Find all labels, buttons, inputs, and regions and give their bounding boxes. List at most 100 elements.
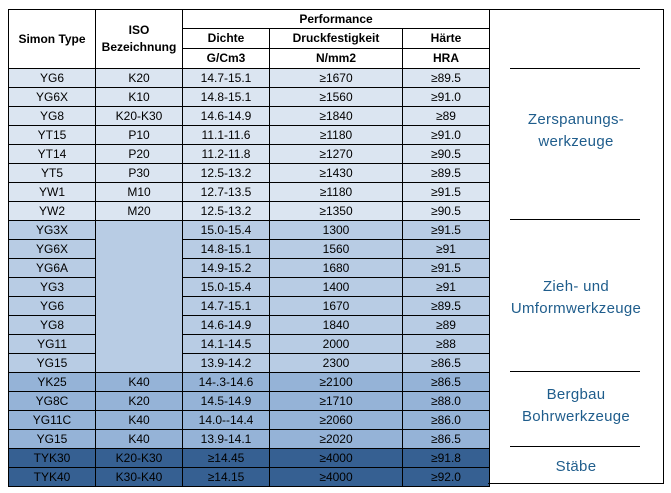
table-row: YG15 13.9-14.2 2300 ≥86.5: [8, 353, 491, 373]
table-row: TYK40 K30-K40 ≥14.15 ≥4000 ≥92.0: [8, 467, 491, 487]
cell-density: 14.8-15.1: [182, 87, 270, 107]
cell-density: 14.6-14.9: [182, 315, 270, 335]
cell-compressive-strength: 1670: [269, 296, 403, 316]
cell-density: ≥14.15: [182, 467, 270, 487]
cell-density: 14.7-15.1: [182, 296, 270, 316]
cell-density: 14.5-14.9: [182, 391, 270, 411]
cell-simon-type: YG3X: [8, 220, 96, 240]
cell-compressive-strength: 1680: [269, 258, 403, 278]
table-row: YG6 14.7-15.1 1670 ≥89.5: [8, 296, 491, 316]
application-cutting-tools: Zerspanungs- werkzeuge: [488, 109, 664, 153]
table-body: YG6 K20 14.7-15.1 ≥1670 ≥89.5 YG6X K10 14.8-15.…: [8, 68, 491, 487]
application-mining-line2: Bohrwerkzeuge: [521, 408, 631, 425]
table-row: YT15 P10 11.1-11.6 ≥1180 ≥91.0: [8, 125, 491, 145]
header-compressive-strength: Druckfestigkeit: [269, 28, 403, 49]
cell-simon-type: YT14: [8, 144, 96, 164]
application-drawing-line2: Umformwerkzeuge: [510, 300, 642, 317]
cell-iso-designation: P30: [95, 163, 183, 183]
cell-hardness: ≥86.5: [401, 372, 491, 392]
table-row: YG3X 15.0-15.4 1300 ≥91.5: [8, 220, 491, 373]
separator-line: [510, 371, 640, 372]
cell-simon-type: YT5: [8, 163, 96, 183]
cell-hardness: ≥89: [401, 315, 491, 335]
cell-density: 14.8-15.1: [182, 239, 270, 259]
cell-compressive-strength: ≥1670: [269, 68, 403, 88]
header-iso-line1: ISO: [128, 23, 150, 37]
cell-simon-type: YG6A: [8, 258, 96, 278]
cell-simon-type: YG11C: [8, 410, 96, 430]
cell-density: 13.9-14.2: [182, 353, 270, 373]
table-row: YW2 M20 12.5-13.2 ≥1350 ≥90.5: [8, 201, 491, 221]
cell-hardness: ≥92.0: [401, 467, 491, 487]
cell-simon-type: YW1: [8, 182, 96, 202]
cell-hardness: ≥89: [401, 106, 491, 126]
header-performance: Performance: [181, 9, 491, 29]
table-row: TYK30 K20-K30 ≥14.45 ≥4000 ≥91.8: [8, 448, 491, 468]
cell-density: ≥14.45: [182, 448, 270, 468]
cell-hardness: ≥91.8: [401, 448, 491, 468]
cell-density: 14.7-15.1: [182, 68, 270, 88]
cell-hardness: ≥91.0: [401, 125, 491, 145]
cell-iso-designation: K40: [95, 429, 183, 449]
cell-compressive-strength: 1840: [269, 315, 403, 335]
cell-density: 14.6-14.9: [182, 106, 270, 126]
cell-iso-designation: K20-K30: [95, 448, 183, 468]
cell-iso-designation: K20-K30: [95, 106, 183, 126]
cell-simon-type: YG11: [8, 334, 96, 354]
table-row: YG6A 14.9-15.2 1680 ≥91.5: [8, 258, 491, 278]
table-row: YG8 K20-K30 14.6-14.9 ≥1840 ≥89: [8, 106, 491, 126]
application-rods-line1: Stäbe: [555, 458, 597, 475]
table-row: YG6X K10 14.8-15.1 ≥1560 ≥91.0: [8, 87, 491, 107]
cell-simon-type: YG6X: [8, 87, 96, 107]
cell-hardness: ≥89.5: [401, 163, 491, 183]
cell-compressive-strength: ≥1560: [269, 87, 403, 107]
cell-simon-type: YG6: [8, 68, 96, 88]
header-simon-type: Simon Type: [8, 9, 96, 69]
cell-compressive-strength: ≥1840: [269, 106, 403, 126]
cell-iso-designation: K40: [95, 410, 183, 430]
table-row: YG8C K20 14.5-14.9 ≥1710 ≥88.0: [8, 391, 491, 411]
cell-compressive-strength: ≥1180: [269, 182, 403, 202]
table-row: YG15 K40 13.9-14.1 ≥2020 ≥86.5: [8, 429, 491, 449]
cell-density: 12.5-13.2: [182, 201, 270, 221]
table-row: YG3 15.0-15.4 1400 ≥91: [8, 277, 491, 297]
table-row: YG6 K20 14.7-15.1 ≥1670 ≥89.5: [8, 68, 491, 88]
cell-hardness: ≥90.5: [401, 144, 491, 164]
cell-simon-type: YG8: [8, 315, 96, 335]
cell-compressive-strength: 1400: [269, 277, 403, 297]
header-iso-designation: ISO Bezeichnung: [95, 9, 183, 69]
cell-compressive-strength: 2000: [269, 334, 403, 354]
cell-simon-type: YG6X: [8, 239, 96, 259]
cell-iso-designation: K20: [95, 391, 183, 411]
cell-simon-type: YG3: [8, 277, 96, 297]
application-rods: Stäbe: [488, 456, 664, 478]
cell-density: 14.1-14.5: [182, 334, 270, 354]
cell-iso-designation: K30-K40: [95, 467, 183, 487]
cell-compressive-strength: ≥2020: [269, 429, 403, 449]
cell-hardness: ≥91.5: [401, 182, 491, 202]
cell-compressive-strength: ≥1350: [269, 201, 403, 221]
cell-iso-designation: P20: [95, 144, 183, 164]
cell-density: 11.2-11.8: [182, 144, 270, 164]
cell-compressive-strength: ≥2060: [269, 410, 403, 430]
cell-compressive-strength: 1300: [269, 220, 403, 240]
cell-hardness: ≥91: [401, 277, 491, 297]
cell-simon-type: TYK30: [8, 448, 96, 468]
cell-simon-type: YT15: [8, 125, 96, 145]
table-row: YG8 14.6-14.9 1840 ≥89: [8, 315, 491, 335]
cell-compressive-strength: ≥1430: [269, 163, 403, 183]
cell-hardness: ≥91.5: [401, 258, 491, 278]
cell-compressive-strength: ≥1270: [269, 144, 403, 164]
cell-compressive-strength: ≥1710: [269, 391, 403, 411]
cell-hardness: ≥88.0: [401, 391, 491, 411]
application-cutting-line2: werkzeuge: [538, 133, 614, 150]
cell-density: 15.0-15.4: [182, 220, 270, 240]
table-row: YG11 14.1-14.5 2000 ≥88: [8, 334, 491, 354]
application-drawing-forming-tools: Zieh- und Umformwerkzeuge: [488, 276, 664, 320]
cell-simon-type: YG8C: [8, 391, 96, 411]
cell-iso-designation: P10: [95, 125, 183, 145]
cell-hardness: ≥88: [401, 334, 491, 354]
application-drawing-line1: Zieh- und: [542, 278, 610, 295]
cell-iso-designation: K20: [95, 68, 183, 88]
cell-hardness: ≥90.5: [401, 201, 491, 221]
